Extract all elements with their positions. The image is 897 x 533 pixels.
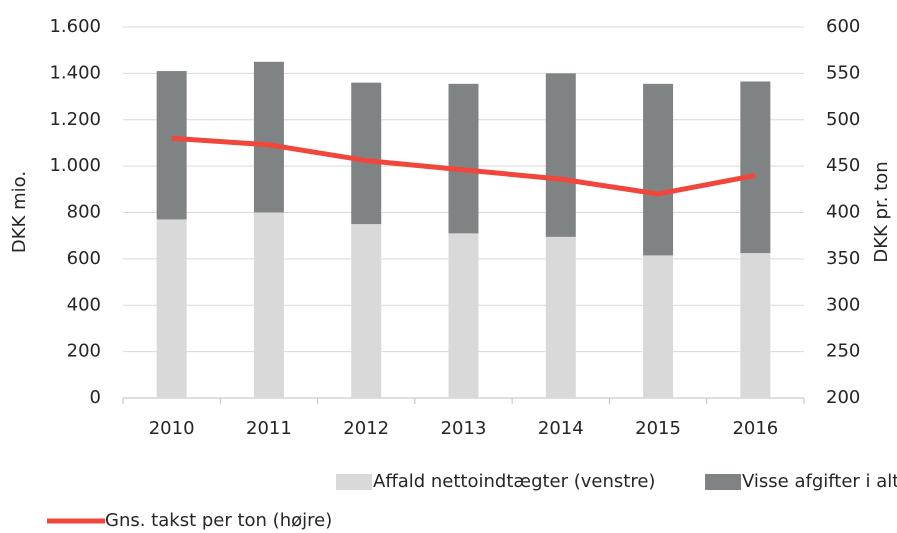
x-tick-label: 2015: [635, 418, 681, 439]
legend-label: Gns. takst per ton (højre): [105, 510, 332, 531]
y2-tick-label: 200: [826, 387, 860, 408]
y2-tick-label: 250: [826, 341, 860, 362]
y-tick-label: 400: [67, 294, 101, 315]
y2-axis-title: DKK pr. ton: [871, 161, 892, 262]
legend-swatch: [336, 474, 372, 490]
bar-segment: [740, 81, 771, 254]
y2-tick-label: 550: [826, 62, 860, 83]
bar-segment: [643, 83, 674, 256]
bar-segment: [448, 233, 479, 398]
y2-tick-label: 300: [826, 294, 860, 315]
line-series: [171, 135, 756, 197]
bar-segment: [448, 83, 479, 234]
y2-tick-label: 450: [826, 155, 860, 176]
y2-tick-label: 500: [826, 109, 860, 130]
x-tick-label: 2014: [538, 418, 584, 439]
x-tick-label: 2012: [343, 418, 389, 439]
y-tick-label: 200: [67, 341, 101, 362]
x-tick-label: 2011: [246, 418, 292, 439]
y2-tick-label: 350: [826, 248, 860, 269]
legend-label: Visse afgifter i alt (venstre): [742, 471, 897, 492]
bar-segment: [740, 253, 771, 398]
bar-segment: [351, 82, 382, 225]
y-tick-label: 0: [90, 387, 101, 408]
legend-label: Affald nettoindtægter (venstre): [373, 471, 655, 492]
legend-swatch: [705, 474, 741, 490]
bar-segment: [351, 224, 382, 398]
y-tick-label: 1.600: [49, 16, 101, 37]
bar-segment: [253, 212, 284, 398]
y-tick-label: 800: [67, 202, 101, 223]
y2-tick-label: 600: [826, 16, 860, 37]
bar-segment: [156, 219, 187, 398]
x-tick-label: 2013: [441, 418, 487, 439]
bar-segment: [643, 255, 674, 398]
x-tick-label: 2010: [149, 418, 195, 439]
bar-segment: [253, 61, 284, 213]
x-tick-label: 2016: [732, 418, 778, 439]
y-tick-label: 1.000: [49, 155, 101, 176]
y-tick-label: 1.200: [49, 109, 101, 130]
bar-segment: [156, 71, 187, 220]
y-tick-label: 1.400: [49, 62, 101, 83]
bar-segment: [545, 73, 576, 237]
y2-tick-label: 400: [826, 202, 860, 223]
y-tick-label: 600: [67, 248, 101, 269]
bar-segment: [545, 236, 576, 398]
y-axis-title: DKK mio.: [9, 171, 30, 253]
